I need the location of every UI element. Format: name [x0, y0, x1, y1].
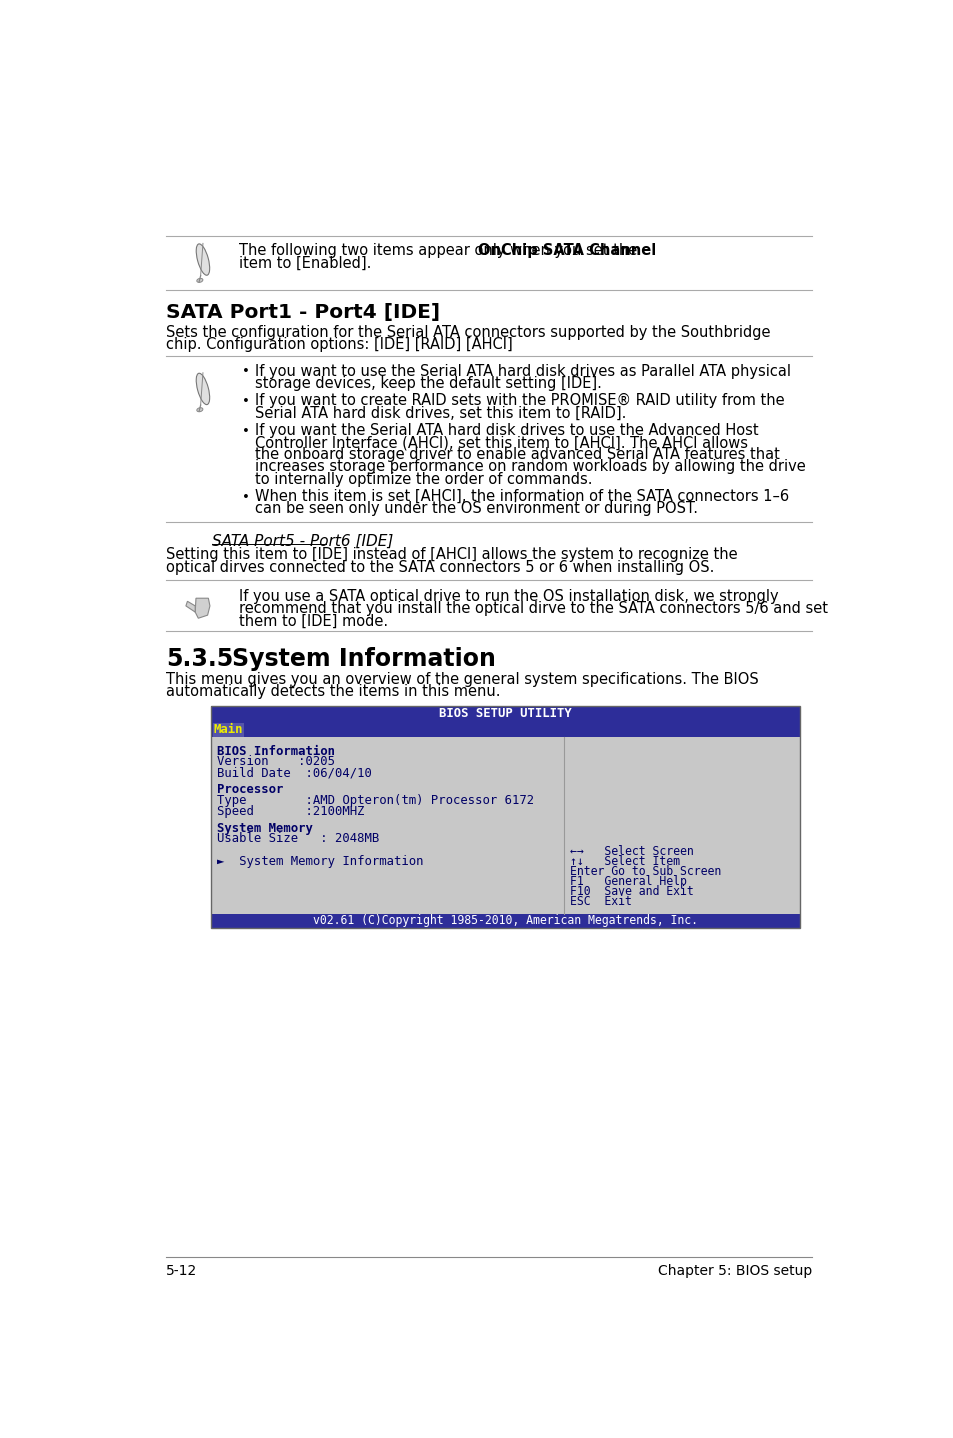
Text: Chapter 5: BIOS setup: Chapter 5: BIOS setup	[658, 1264, 811, 1278]
Text: Type        :AMD Opteron(tm) Processor 6172: Type :AMD Opteron(tm) Processor 6172	[216, 794, 534, 807]
Bar	[211, 706, 799, 722]
Text: Main: Main	[213, 723, 243, 736]
Text: SATA Port5 - Port6 [IDE]: SATA Port5 - Port6 [IDE]	[212, 533, 394, 548]
Text: BIOS SETUP UTILITY: BIOS SETUP UTILITY	[438, 707, 571, 720]
Bar	[211, 736, 799, 915]
Text: System Information: System Information	[232, 647, 495, 672]
Text: recommend that you install the optical dirve to the SATA connectors 5/6 and set: recommend that you install the optical d…	[239, 601, 827, 617]
Text: If you use a SATA optical drive to run the OS installation disk, we strongly: If you use a SATA optical drive to run t…	[239, 590, 779, 604]
Text: the onboard storage driver to enable advanced Serial ATA features that: the onboard storage driver to enable adv…	[254, 447, 779, 462]
Bar	[213, 723, 244, 736]
Text: Enter Go to Sub Screen: Enter Go to Sub Screen	[570, 864, 720, 877]
Text: item to [Enabled].: item to [Enabled].	[239, 256, 372, 270]
Ellipse shape	[196, 279, 203, 282]
Polygon shape	[186, 601, 195, 613]
Text: F1   General Help: F1 General Help	[570, 874, 686, 887]
Text: •: •	[241, 395, 250, 408]
Text: Sets the configuration for the Serial ATA connectors supported by the Southbridg: Sets the configuration for the Serial AT…	[166, 325, 769, 339]
Text: storage devices, keep the default setting [IDE].: storage devices, keep the default settin…	[254, 375, 601, 391]
Text: to internally optimize the order of commands.: to internally optimize the order of comm…	[254, 472, 592, 486]
Text: If you want to use the Serial ATA hard disk drives as Parallel ATA physical: If you want to use the Serial ATA hard d…	[254, 364, 790, 378]
Text: If you want to create RAID sets with the PROMISE® RAID utility from the: If you want to create RAID sets with the…	[254, 393, 783, 408]
Text: 5-12: 5-12	[166, 1264, 196, 1278]
Text: Setting this item to [IDE] instead of [AHCI] allows the system to recognize the: Setting this item to [IDE] instead of [A…	[166, 548, 737, 562]
Text: Speed       :2100MHZ: Speed :2100MHZ	[216, 805, 364, 818]
Bar	[211, 706, 799, 928]
Text: chip. Configuration options: [IDE] [RAID] [AHCI]: chip. Configuration options: [IDE] [RAID…	[166, 338, 512, 352]
Text: If you want the Serial ATA hard disk drives to use the Advanced Host: If you want the Serial ATA hard disk dri…	[254, 423, 758, 439]
Text: Serial ATA hard disk drives, set this item to [RAID].: Serial ATA hard disk drives, set this it…	[254, 406, 625, 420]
Text: ►  System Memory Information: ► System Memory Information	[216, 856, 423, 869]
Text: Version    :0205: Version :0205	[216, 755, 335, 768]
Text: BIOS Information: BIOS Information	[216, 745, 335, 758]
Text: •: •	[241, 424, 250, 437]
Text: Build Date  :06/04/10: Build Date :06/04/10	[216, 766, 372, 779]
Text: SATA Port1 - Port4 [IDE]: SATA Port1 - Port4 [IDE]	[166, 303, 439, 322]
Text: optical dirves connected to the SATA connectors 5 or 6 when installing OS.: optical dirves connected to the SATA con…	[166, 559, 714, 575]
Ellipse shape	[196, 374, 210, 404]
Polygon shape	[195, 598, 210, 618]
Text: ESC  Exit: ESC Exit	[570, 894, 632, 907]
Text: increases storage performance on random workloads by allowing the drive: increases storage performance on random …	[254, 460, 804, 475]
Text: Processor: Processor	[216, 784, 283, 797]
Text: System Memory: System Memory	[216, 821, 313, 834]
Text: Usable Size   : 2048MB: Usable Size : 2048MB	[216, 833, 378, 846]
Text: ↑↓   Select Item: ↑↓ Select Item	[570, 854, 679, 867]
Text: automatically detects the items in this menu.: automatically detects the items in this …	[166, 684, 499, 699]
Bar	[211, 915, 799, 928]
Text: v02.61 (C)Copyright 1985-2010, American Megatrends, Inc.: v02.61 (C)Copyright 1985-2010, American …	[313, 915, 697, 928]
Text: them to [IDE] mode.: them to [IDE] mode.	[239, 614, 388, 628]
Text: •: •	[241, 365, 250, 378]
Text: 5.3.5: 5.3.5	[166, 647, 233, 672]
Text: OnChip SATA Channel: OnChip SATA Channel	[478, 243, 656, 259]
Text: This menu gives you an overview of the general system specifications. The BIOS: This menu gives you an overview of the g…	[166, 672, 758, 687]
Ellipse shape	[196, 408, 203, 411]
Ellipse shape	[196, 244, 210, 275]
Text: can be seen only under the OS environment or during POST.: can be seen only under the OS environmen…	[254, 502, 698, 516]
Text: ←→   Select Screen: ←→ Select Screen	[570, 844, 694, 857]
Text: The following two items appear only when you set the: The following two items appear only when…	[239, 243, 641, 259]
Text: •: •	[241, 490, 250, 503]
Text: F10  Save and Exit: F10 Save and Exit	[570, 884, 694, 897]
Text: Controller Interface (AHCI), set this item to [AHCI]. The AHCI allows: Controller Interface (AHCI), set this it…	[254, 436, 747, 450]
Bar	[211, 722, 799, 736]
Text: When this item is set [AHCI], the information of the SATA connectors 1–6: When this item is set [AHCI], the inform…	[254, 489, 788, 505]
